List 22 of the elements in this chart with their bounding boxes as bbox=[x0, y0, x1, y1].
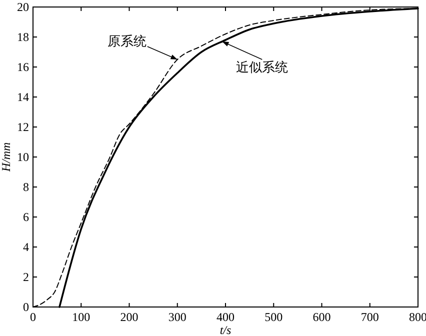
x-tick-label: 200 bbox=[120, 310, 138, 324]
y-tick-label: 6 bbox=[23, 210, 29, 224]
annotation: 近似系统 bbox=[236, 60, 288, 74]
x-tick-label: 500 bbox=[264, 310, 283, 324]
y-tick-label: 20 bbox=[17, 0, 29, 14]
y-tick-label: 4 bbox=[23, 240, 29, 254]
annotation: 原系统 bbox=[107, 34, 146, 48]
x-tick-label: 400 bbox=[216, 310, 234, 324]
x-tick-label: 700 bbox=[360, 310, 379, 324]
y-tick-label: 2 bbox=[23, 270, 29, 284]
x-axis-title: t/s bbox=[220, 323, 232, 336]
y-tick-label: 16 bbox=[17, 60, 29, 74]
y-tick-label: 12 bbox=[17, 120, 29, 134]
x-tick-label: 600 bbox=[312, 310, 331, 324]
y-axis-title: H/mm bbox=[0, 142, 13, 173]
x-tick-label: 100 bbox=[72, 310, 90, 324]
y-tick-label: 0 bbox=[23, 300, 29, 314]
x-tick-label: 300 bbox=[168, 310, 186, 324]
y-tick-label: 14 bbox=[17, 90, 29, 104]
y-tick-label: 8 bbox=[23, 180, 29, 194]
y-tick-label: 18 bbox=[17, 30, 29, 44]
y-tick-label: 10 bbox=[17, 150, 29, 164]
